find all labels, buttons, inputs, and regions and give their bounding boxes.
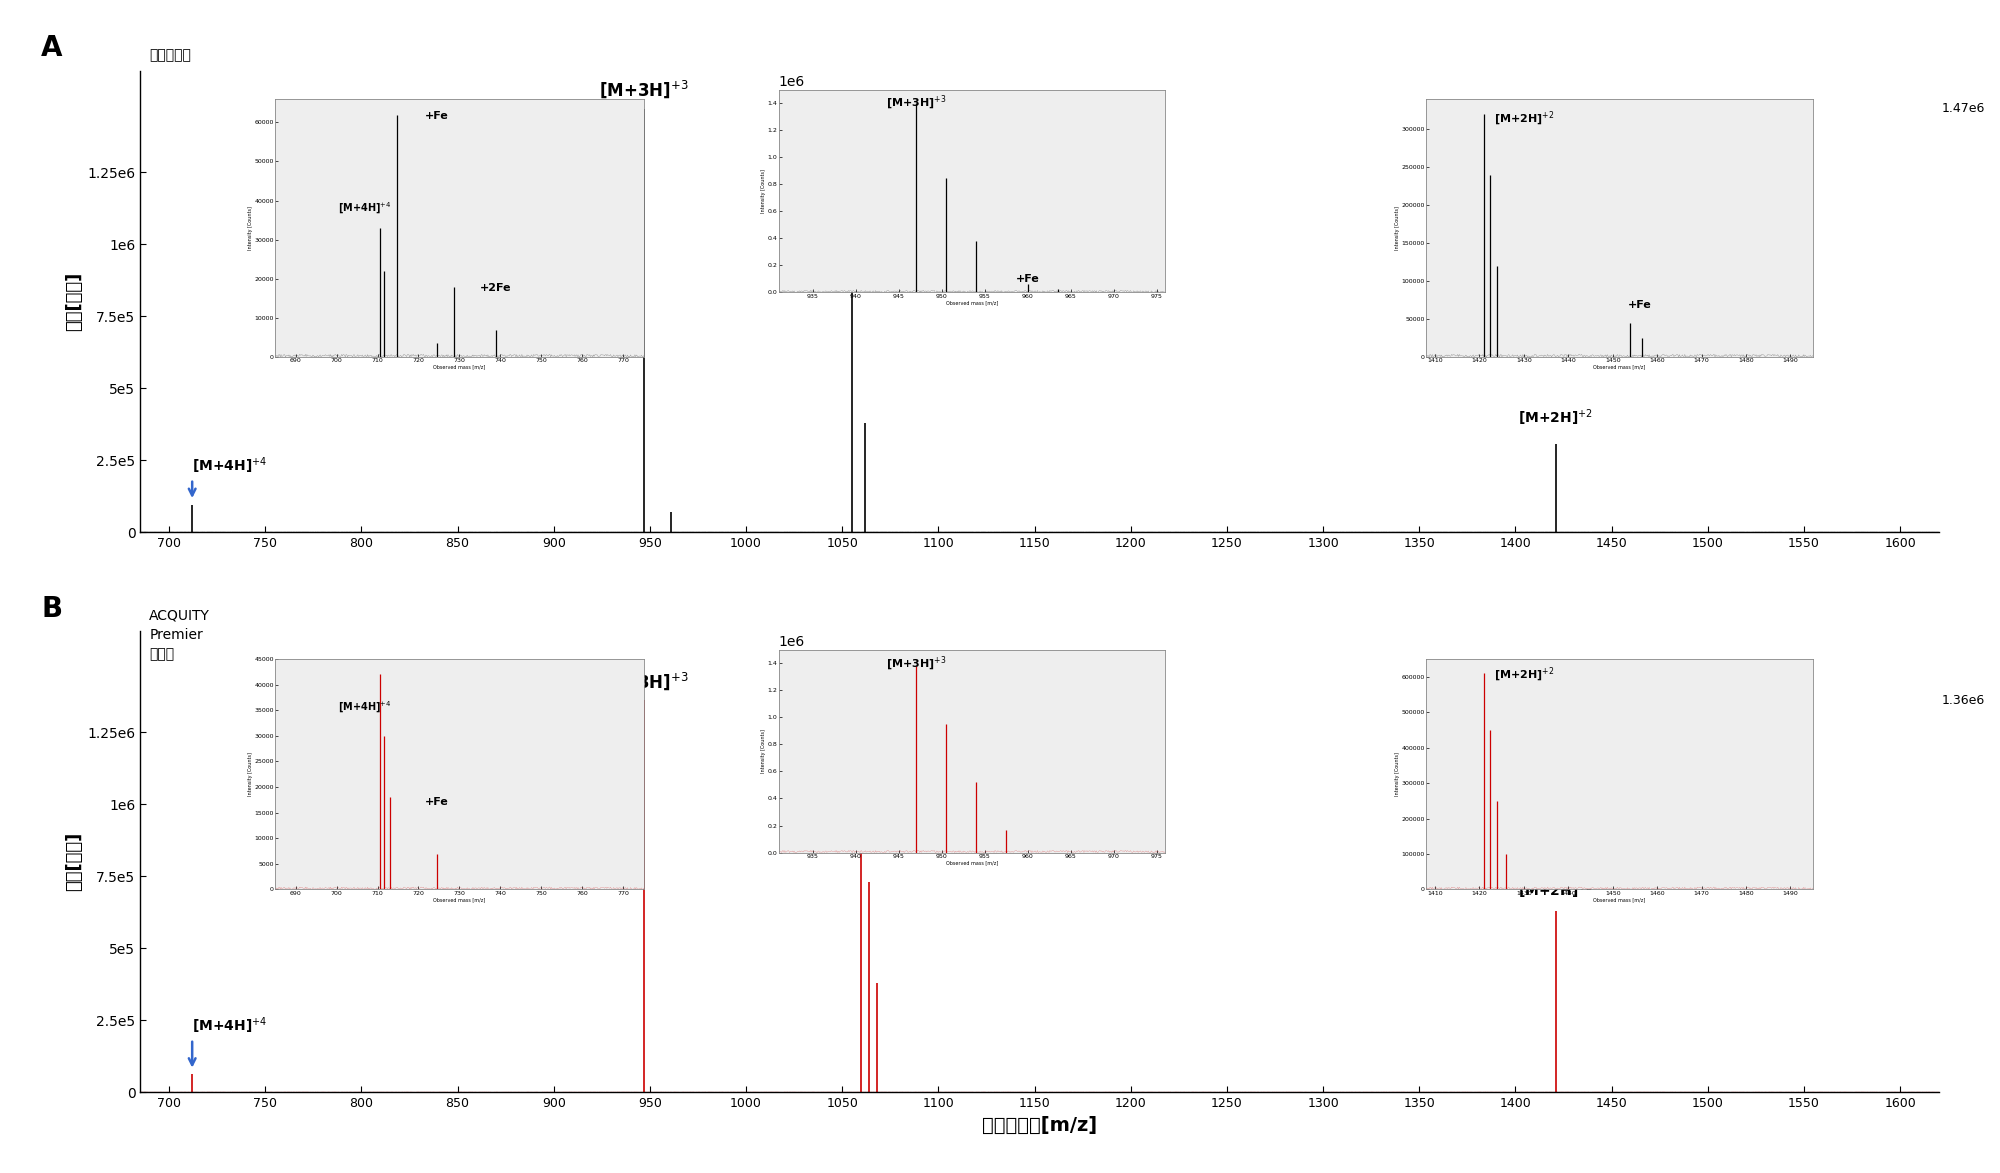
Text: [M+3H]$^{+3}$: [M+3H]$^{+3}$: [814, 235, 890, 255]
Y-axis label: 强度[计数]: 强度[计数]: [66, 272, 84, 331]
Text: ACQUITY
Premier
色谱柱: ACQUITY Premier 色谱柱: [150, 609, 210, 662]
Text: [M+3H]$^{+3}$: [M+3H]$^{+3}$: [600, 79, 688, 100]
Text: [M+2H]$^{+2}$: [M+2H]$^{+2}$: [1518, 407, 1594, 428]
Text: [M+4H]$^{+4}$: [M+4H]$^{+4}$: [192, 1016, 268, 1036]
Text: [M+2H]$^{+2}$: [M+2H]$^{+2}$: [1518, 881, 1594, 902]
Text: B: B: [42, 595, 62, 623]
Text: 1.36e6: 1.36e6: [1942, 694, 1986, 707]
Y-axis label: 强度[计数]: 强度[计数]: [66, 832, 84, 891]
Text: [M+3H]$^{+3}$: [M+3H]$^{+3}$: [600, 670, 688, 692]
X-axis label: 实测质量数[m/z]: 实测质量数[m/z]: [982, 1116, 1096, 1134]
Text: A: A: [42, 34, 62, 62]
Text: 常规色谱柱: 常规色谱柱: [150, 48, 192, 62]
Text: [M+4H]$^{+4}$: [M+4H]$^{+4}$: [192, 455, 268, 476]
Text: 1.47e6: 1.47e6: [1942, 102, 1986, 115]
Text: [M+3H]$^{+3}$: [M+3H]$^{+3}$: [824, 752, 900, 773]
